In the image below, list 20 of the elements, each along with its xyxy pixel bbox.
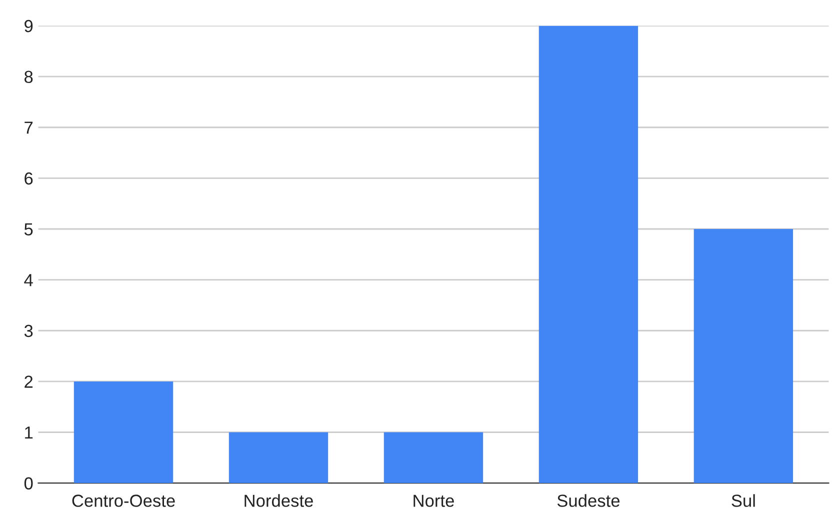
y-tick-label: 8 bbox=[24, 70, 33, 84]
bar bbox=[538, 26, 638, 484]
x-tick-label: Sul bbox=[732, 494, 755, 507]
bar bbox=[74, 381, 174, 484]
y-tick-label: 1 bbox=[25, 426, 33, 439]
y-tick-label: 6 bbox=[24, 172, 33, 185]
x-tick-label: Nordeste bbox=[244, 494, 313, 507]
y-tick-label: 2 bbox=[24, 376, 33, 388]
y-tick-label: 3 bbox=[24, 324, 33, 338]
y-tick-label: 9 bbox=[24, 20, 33, 32]
x-tick-label: Centro-Oeste bbox=[72, 494, 175, 507]
bar bbox=[228, 432, 328, 484]
bar bbox=[384, 432, 484, 484]
y-tick-label: 0 bbox=[24, 477, 33, 490]
y-tick-label: 7 bbox=[24, 122, 33, 134]
bar bbox=[694, 229, 794, 484]
x-tick-label: Sudeste bbox=[557, 494, 620, 507]
x-tick-label: Norte bbox=[414, 494, 454, 507]
y-tick-label: 5 bbox=[24, 223, 33, 236]
y-tick-label: 4 bbox=[24, 274, 33, 286]
